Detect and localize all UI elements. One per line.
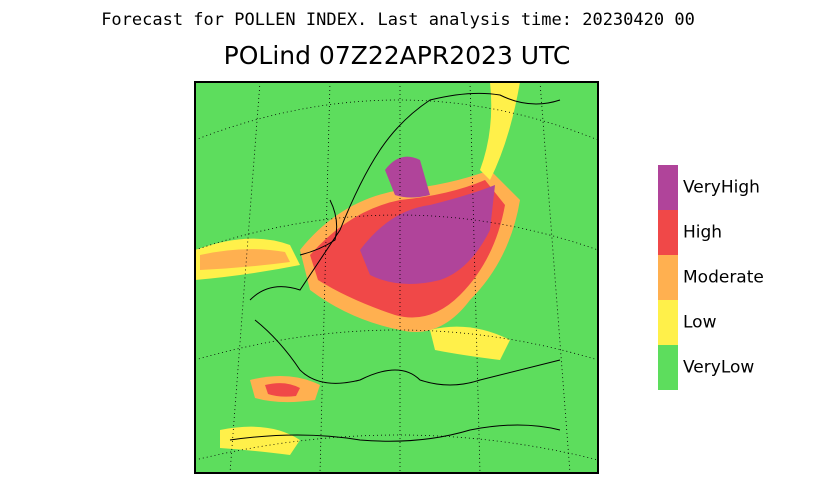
legend-label: Low: [683, 313, 717, 333]
subtitle: POLind 07Z22APR2023 UTC: [224, 41, 571, 70]
map: [194, 81, 599, 474]
title: Forecast for POLLEN INDEX. Last analysis…: [101, 10, 695, 30]
legend-swatch: [658, 300, 678, 345]
legend-swatch: [658, 345, 678, 390]
legend-swatch: [658, 165, 678, 210]
legend-swatch: [658, 210, 678, 255]
legend-swatch: [658, 255, 678, 300]
legend-label: VeryHigh: [683, 178, 760, 198]
legend-label: High: [683, 223, 722, 243]
legend: VeryHigh High Moderate Low VeryLow: [658, 165, 764, 390]
legend-label: Moderate: [683, 268, 764, 288]
legend-label: VeryLow: [683, 358, 754, 378]
